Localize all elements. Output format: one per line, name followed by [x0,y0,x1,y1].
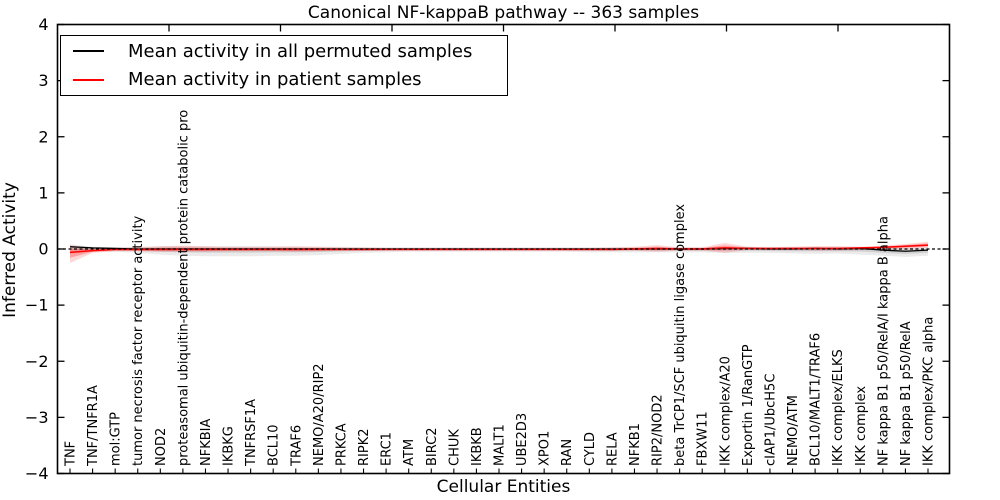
legend-item-label: Mean activity in patient samples [128,69,422,91]
x-tick-label: proteasomal ubiquitin-dependent protein … [176,110,191,466]
x-tick-label: NEMO/A20/RIP2 [312,363,327,466]
confidence-band [70,244,928,257]
y-tick-label: 3 [38,71,48,90]
x-tick-label: TNF/TNFR1A [86,385,101,467]
y-axis-label: Inferred Activity [0,182,20,318]
x-tick-label: IKK complex/A20 [718,356,733,466]
x-tick-label: ATM [402,439,417,466]
x-tick-label: BCL10/MALT1/TRAF6 [809,333,824,466]
x-tick-label: TNF [64,441,79,467]
y-tick-label: −4 [25,464,49,483]
legend-item-patient: Mean activity in patient samples [61,67,507,93]
confidence-band [70,241,928,264]
x-tick-label: RIPK2 [357,428,372,466]
x-tick-label: BCL10 [267,424,282,466]
x-tick-label: NFKB1 [628,423,643,466]
x-tick-label: mol:GTP [109,412,124,466]
x-tick-label: TRAF6 [289,425,304,467]
x-tick-label: RAN [560,439,575,466]
x-tick-label: ERC1 [380,432,395,466]
x-tick-label: UBE2D3 [515,413,530,466]
x-tick-label: FBXW11 [696,411,711,466]
y-tick-label: 0 [38,240,48,259]
x-tick-label: CYLD [583,432,598,466]
x-tick-label: IKK complex/ELKS [831,349,846,466]
x-axis-label: Cellular Entities [436,477,571,497]
patient-line-swatch [73,78,104,81]
x-tick-label: MALT1 [493,424,508,466]
x-tick-label: NF kappa B1 p50/RelA/I kappa B alpha [876,216,891,466]
x-tick-label: BIRC2 [425,428,440,467]
x-tick-label: cIAP1/UbcH5C [763,374,778,466]
x-tick-label: IKK complex [854,386,869,466]
legend-item-label: Mean activity in all permuted samples [128,40,473,62]
y-tick-label: −2 [25,352,49,371]
permuted-line-swatch [73,50,104,53]
y-tick-label: −3 [25,408,49,427]
x-tick-label: XPO1 [538,431,553,466]
x-tick-label: tumor necrosis factor receptor activity [131,215,146,466]
x-tick-label: CHUK [447,429,462,466]
x-tick-label: Exportin 1/RanGTP [741,344,756,466]
y-tick-label: 1 [38,183,48,202]
y-tick-label: −1 [25,296,49,315]
x-tick-label: IKBKB [470,427,485,466]
x-tick-label: PRKCA [334,423,349,466]
x-tick-label: TNFRSF1A [244,399,259,467]
legend-item-permuted: Mean activity in all permuted samples [61,38,507,64]
x-tick-label: NF kappa B1 p50/RelA [899,321,914,466]
x-tick-label: beta TrCP1/SCF ubiquitin ligase complex [673,204,688,466]
y-tick-label: 2 [38,127,48,146]
y-tick-label: 4 [38,15,48,34]
x-tick-label: RIP2/NOD2 [651,394,666,466]
x-tick-label: IKK complex/PKC alpha [922,317,937,466]
x-tick-label: NEMO/ATM [786,395,801,466]
x-tick-label: NOD2 [154,428,169,466]
x-tick-label: IKBKG [222,426,237,466]
legend: Mean activity in all permuted samples Me… [60,35,508,96]
x-tick-label: NFKBIA [199,419,214,466]
confidence-band [70,243,928,258]
chart-title: Canonical NF-kappaB pathway -- 363 sampl… [307,3,700,23]
x-tick-label: RELA [605,432,620,466]
